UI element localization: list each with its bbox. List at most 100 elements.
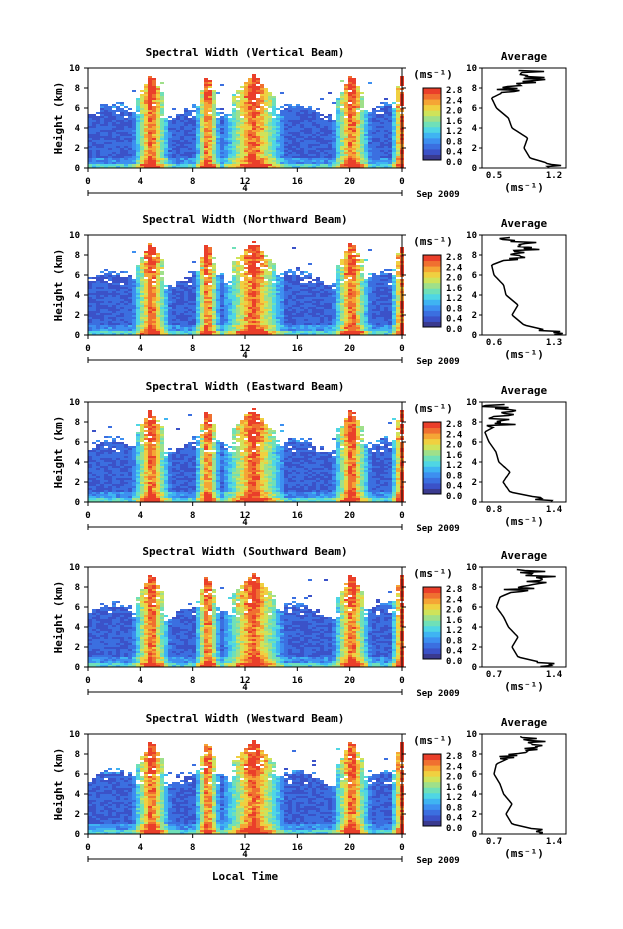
heatmap-cell (280, 158, 284, 160)
heatmap-cell (96, 307, 100, 309)
heatmap-cell (316, 108, 320, 110)
heatmap-cell (208, 90, 212, 92)
heatmap-cell (196, 329, 200, 331)
heatmap-cell (220, 126, 224, 128)
heatmap-cell (344, 130, 348, 132)
heatmap-cell (264, 275, 268, 277)
heatmap-cell (312, 150, 316, 152)
heatmap-cell (164, 289, 168, 291)
heatmap-cell (384, 102, 388, 104)
heatmap-cell (232, 313, 236, 315)
heatmap-cell (188, 319, 192, 321)
heatmap-cell (360, 140, 364, 142)
heatmap-cell (272, 325, 276, 327)
heatmap-cell (300, 309, 304, 311)
heatmap-cell (136, 323, 140, 325)
heatmap-cell (320, 321, 324, 323)
heatmap-cell (240, 162, 244, 164)
heatmap-cell (368, 134, 372, 136)
heatmap-cell (188, 327, 192, 329)
heatmap-cell (156, 265, 160, 267)
heatmap-cell (216, 150, 220, 152)
heatmap-cell (192, 325, 196, 327)
heatmap-cell (196, 134, 200, 136)
heatmap-cell (156, 118, 160, 120)
heatmap-cell (144, 279, 148, 281)
heatmap-cell (188, 317, 192, 319)
y-tick-label: 4 (75, 124, 81, 134)
heatmap-cell (260, 100, 264, 102)
heatmap-cell (256, 267, 260, 269)
heatmap-cell (208, 120, 212, 122)
heatmap-cell (232, 309, 236, 311)
heatmap-cell (212, 327, 216, 329)
heatmap-cell (112, 287, 116, 289)
heatmap-cell (244, 315, 248, 317)
heatmap-cell (144, 166, 148, 168)
heatmap-cell (368, 162, 372, 164)
heatmap-cell (220, 273, 224, 275)
heatmap-cell (128, 164, 132, 166)
heatmap-cell (348, 158, 352, 160)
heatmap-cell (344, 273, 348, 275)
heatmap-cell (140, 325, 144, 327)
heatmap-cell (180, 160, 184, 162)
heatmap-cell (212, 154, 216, 156)
heatmap-cell (152, 92, 156, 94)
heatmap-cell (268, 114, 272, 116)
heatmap-cell (292, 299, 296, 301)
heatmap-cell (104, 285, 108, 287)
heatmap-cell (236, 307, 240, 309)
heatmap-cell (300, 319, 304, 321)
heatmap-cell (132, 321, 136, 323)
heatmap-cell (248, 301, 252, 303)
heatmap-cell (380, 114, 384, 116)
heatmap-cell (196, 273, 200, 275)
heatmap-cell (252, 305, 256, 307)
heatmap-cell (100, 283, 104, 285)
heatmap-cell (216, 283, 220, 285)
heatmap-cell (208, 82, 212, 84)
heatmap-cell (288, 325, 292, 327)
heatmap-cell (356, 124, 360, 126)
heatmap-cell (264, 327, 268, 329)
heatmap-cell (196, 142, 200, 144)
heatmap-cell (124, 160, 128, 162)
heatmap-cell (372, 142, 376, 144)
heatmap-cell (156, 313, 160, 315)
heatmap-cell (224, 158, 228, 160)
heatmap-cell (264, 88, 268, 90)
heatmap-cell (204, 114, 208, 116)
heatmap-cell (352, 263, 356, 265)
heatmap-cell (88, 126, 92, 128)
heatmap-cell (204, 108, 208, 110)
heatmap-cell (216, 323, 220, 325)
heatmap-cell (172, 297, 176, 299)
heatmap-cell (88, 130, 92, 132)
heatmap-cell (360, 100, 364, 102)
heatmap-cell (184, 317, 188, 319)
heatmap-cell (100, 275, 104, 277)
heatmap-cell (180, 305, 184, 307)
heatmap-cell (244, 267, 248, 269)
heatmap-cell (280, 164, 284, 166)
heatmap-cell (308, 263, 312, 265)
heatmap-cell (236, 110, 240, 112)
heatmap-cell (244, 134, 248, 136)
heatmap-cell (220, 112, 224, 114)
heatmap-cell (376, 144, 380, 146)
heatmap-cell (152, 106, 156, 108)
heatmap-cell (156, 92, 160, 94)
heatmap-cell (104, 283, 108, 285)
heatmap-cell (168, 160, 172, 162)
heatmap-cell (280, 287, 284, 289)
heatmap-cell (220, 142, 224, 144)
heatmap-cell (380, 166, 384, 168)
heatmap-cell (152, 293, 156, 295)
heatmap-cell (396, 96, 400, 98)
heatmap-cell (212, 329, 216, 331)
heatmap-cell (108, 319, 112, 321)
heatmap-cell (112, 126, 116, 128)
heatmap-cell (144, 164, 148, 166)
heatmap-cell (344, 311, 348, 313)
